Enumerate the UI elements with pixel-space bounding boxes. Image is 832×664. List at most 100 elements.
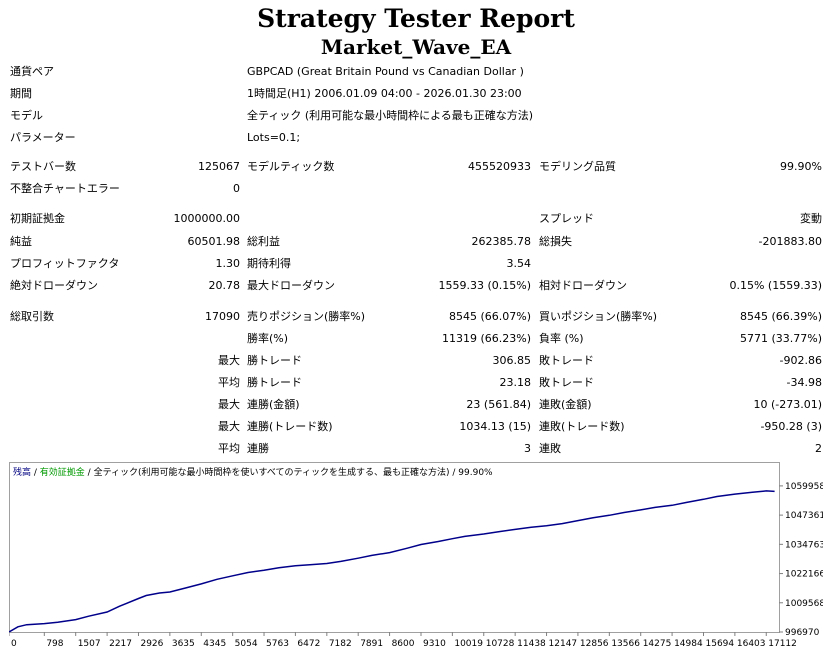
mismatch-label: 不整合チャートエラー [10,182,120,195]
x-tick-label: 12856 [580,639,609,649]
expected-payoff-value: 3.54 [506,257,532,270]
relative-drawdown-label: 相対ドローダウン [539,279,627,292]
win-rate-value: 11319 (66.23%) [441,332,531,345]
net-profit-value: 60501.98 [187,235,241,248]
x-tick-label: 9310 [423,639,446,649]
ticks-label: モデルティック数 [247,160,335,173]
y-tick-label: 1009568 [785,599,823,609]
balance-chart: 残高 / 有効証拠金 / 全ティック(利用可能な最小時間枠を使いすべてのティック… [9,462,823,652]
deposit-value: 1000000.00 [173,212,240,225]
x-tick-label: 11438 [517,639,546,649]
ticks-value: 455520933 [468,160,531,173]
x-tick-label: 17112 [768,639,797,649]
max-consecutive-row-label: 最大 [218,398,240,411]
legend-equity: 有効証拠金 [40,466,85,478]
x-tick-label: 8600 [392,639,415,649]
y-tick-label: 996970 [785,628,820,638]
model-value: 全ティック (利用可能な最小時間枠による最も正確な方法) [247,109,534,122]
max-drawdown-value: 1559.33 (0.15%) [438,279,531,292]
x-tick-label: 7182 [329,639,352,649]
win-rate-label: 勝率(%) [247,332,289,345]
model-label: モデル [10,109,43,122]
x-tick-label: 2926 [140,639,163,649]
balance-line [9,490,775,633]
chart-canvas: 残高 / 有効証拠金 / 全ティック(利用可能な最小時間枠を使いすべてのティック… [9,462,823,649]
loss-rate-label: 負率 (%) [539,332,584,345]
average-consecutive-losses-label: 連敗 [539,442,561,455]
bars-label: テストバー数 [10,160,76,173]
legend-balance: 残高 [13,466,31,478]
average-consecutive-wins-value: 3 [524,442,531,455]
deposit-label: 初期証拠金 [10,212,65,225]
average-consecutive-row-label: 平均 [218,442,240,455]
total-trades-label: 総取引数 [10,310,54,323]
gross-loss-value: -201883.80 [758,235,822,248]
largest-win-label: 勝トレード [247,354,302,367]
x-tick-label: 2217 [109,639,132,649]
y-tick-label: 1047361 [785,511,823,521]
total-trades-value: 17090 [205,310,240,323]
legend-quality: 99.90% [458,468,493,478]
ea-name: Market_Wave_EA [320,35,512,59]
legend-separator: / [31,468,40,478]
max-consecutive-loss-label: 連敗(トレード数) [539,420,625,433]
spread-value: 変動 [800,212,822,225]
gross-profit-label: 総利益 [247,235,280,248]
x-tick-label: 15694 [706,639,735,649]
average-loss-label: 敗トレード [539,376,594,389]
max-consecutive-losses-label: 連敗(金額) [539,398,592,411]
max-consecutive-losses-value: 10 (-273.01) [753,398,822,411]
x-tick-label: 13566 [611,639,640,649]
x-tick-label: 12147 [549,639,578,649]
period-label: 期間 [10,87,32,100]
legend-separator: / [85,468,94,478]
legend-text: 残高 / 有効証拠金 / 全ティック(利用可能な最小時間枠を使いすべてのティック… [13,466,493,478]
relative-drawdown-value: 0.15% (1559.33) [729,279,822,292]
x-tick-label: 14984 [674,639,703,649]
x-tick-label: 1507 [78,639,101,649]
y-tick-label: 1059958 [785,482,823,492]
x-tick-label: 6472 [297,639,320,649]
report-title: Strategy Tester Report [257,4,575,33]
x-tick-label: 7891 [360,639,383,649]
legend-separator: / [450,468,459,478]
parameters-value: Lots=0.1; [247,131,301,144]
gross-loss-label: 総損失 [539,235,572,248]
profit-factor-value: 1.30 [215,257,241,270]
bars-value: 125067 [198,160,240,173]
average-win-value: 23.18 [499,376,532,389]
average-row-label: 平均 [218,376,240,389]
largest-win-value: 306.85 [492,354,532,367]
spread-label: スプレッド [539,212,594,225]
x-tick-label: 4345 [203,639,226,649]
symbol-value: GBPCAD (Great Britain Pound vs Canadian … [247,65,524,78]
quality-value: 99.90% [780,160,822,173]
net-profit-label: 純益 [10,235,32,248]
y-tick-label: 1022166 [785,570,823,580]
average-win-label: 勝トレード [247,376,302,389]
max-drawdown-label: 最大ドローダウン [247,279,335,292]
short-positions-value: 8545 (66.07%) [448,310,531,323]
max-consecutive-wins-label: 連勝(金額) [247,398,300,411]
period-value: 1時間足(H1) 2006.01.09 04:00 - 2026.01.30 2… [247,87,522,100]
expected-payoff-label: 期待利得 [247,257,291,270]
x-tick-label: 5763 [266,639,289,649]
long-positions-value: 8545 (66.39%) [739,310,822,323]
largest-loss-value: -902.86 [779,354,822,367]
loss-rate-value: 5771 (33.77%) [739,332,822,345]
absolute-drawdown-value: 20.78 [208,279,241,292]
x-tick-label: 0 [11,639,17,649]
x-tick-label: 14275 [643,639,672,649]
max-consecutive-wins-value: 23 (561.84) [466,398,531,411]
y-axis-ticks: 1059958 1047361 1034763 1022166 1009568 99697… [779,482,823,638]
average-consecutive-losses-value: 2 [815,442,822,455]
average-loss-value: -34.98 [786,376,822,389]
max-consecutive-profit-label: 連勝(トレード数) [247,420,333,433]
profit-factor-label: プロフィットファクタ [10,257,120,270]
legend-model: 全ティック(利用可能な最小時間枠を使いすべてのティックを生成する、最も正確な方法… [94,466,450,478]
x-axis-ticks: 0 798 1507 2217 2926 3635 4345 5054 5763 6472 7182… [9,632,797,649]
quality-label: モデリング品質 [539,160,616,173]
absolute-drawdown-label: 絶対ドローダウン [10,279,98,292]
y-tick-label: 1034763 [785,540,823,550]
x-tick-label: 798 [46,639,63,649]
